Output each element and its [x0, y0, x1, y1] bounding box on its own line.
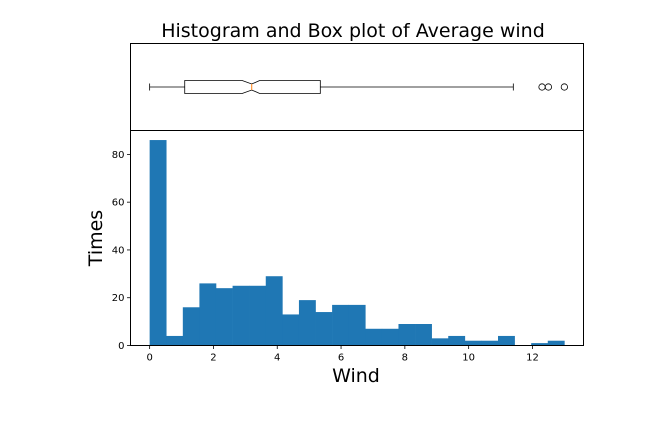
- histogram-bar: [481, 340, 499, 346]
- histogram-bar: [498, 335, 515, 346]
- histogram-bar: [348, 304, 366, 346]
- y-tick-label: 20: [112, 293, 125, 304]
- x-tick-label: 0: [146, 353, 152, 364]
- x-tick-label: 10: [462, 353, 475, 364]
- histogram-bar: [166, 335, 184, 346]
- box-plot: [149, 80, 568, 94]
- histogram-bar: [464, 340, 482, 346]
- y-axis-ticks: 0 20 40 60 80: [112, 150, 131, 352]
- histogram-bar: [282, 314, 300, 346]
- histogram-bar: [365, 328, 383, 346]
- histogram-bar: [265, 276, 283, 346]
- chart-title: Histogram and Box plot of Average wind: [161, 20, 545, 42]
- box-plot-panel: [130, 43, 584, 131]
- x-tick-label: 4: [274, 353, 280, 364]
- histogram-frame: [130, 130, 584, 346]
- box-outlier: [544, 83, 553, 91]
- histogram-bar: [531, 343, 549, 346]
- y-tick-label: 40: [112, 245, 125, 256]
- histogram-bar: [199, 283, 217, 346]
- x-axis-ticks: 0 2 4 6 8 10 12: [146, 345, 539, 364]
- histogram-bar: [332, 304, 350, 346]
- box-outlier: [560, 83, 568, 91]
- x-tick-label: 12: [526, 353, 539, 364]
- y-axis-label: Times: [85, 210, 107, 267]
- x-tick-label: 2: [210, 353, 216, 364]
- y-tick-label: 60: [112, 198, 125, 209]
- x-tick-label: 6: [338, 353, 344, 364]
- x-tick-label: 8: [402, 353, 408, 364]
- box-body: [184, 80, 321, 94]
- histogram-bar: [182, 307, 200, 346]
- histogram-bars: [149, 140, 565, 346]
- histogram-bar: [547, 340, 565, 346]
- histogram-bar: [415, 324, 432, 346]
- histogram-bar: [381, 328, 399, 346]
- histogram-bar: [398, 324, 416, 346]
- y-tick-label: 0: [118, 341, 124, 352]
- box-outlier: [538, 83, 546, 91]
- histogram-bar: [215, 288, 233, 346]
- histogram-bar: [249, 285, 267, 346]
- histogram-bar: [149, 140, 167, 346]
- histogram-bar: [232, 285, 250, 346]
- histogram-bar: [298, 300, 316, 346]
- x-axis-label: Wind: [332, 365, 380, 387]
- histogram-bar: [431, 338, 449, 346]
- histogram-bar: [448, 335, 466, 346]
- y-tick-label: 80: [112, 150, 125, 161]
- histogram-bar: [315, 312, 333, 346]
- histogram-panel: 0 2 4 6 8 10 12 0 20 40 60 80: [112, 130, 584, 364]
